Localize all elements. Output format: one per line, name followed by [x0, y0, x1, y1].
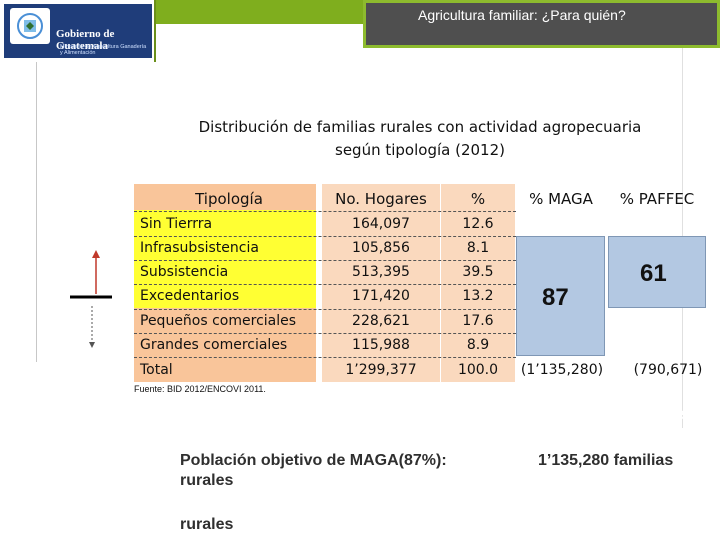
divider-left: [36, 62, 37, 362]
row-pct: 13.2: [462, 288, 494, 304]
row-divider: [134, 284, 516, 285]
row-hogares: 171,420: [352, 288, 410, 304]
objective-line2: rurales: [180, 472, 234, 489]
row-pct: 39.5: [462, 264, 494, 280]
header-pct: %: [470, 190, 486, 208]
row-divider: [134, 333, 516, 334]
row-pct: 8.9: [466, 337, 490, 353]
edge-text: s: [680, 406, 689, 423]
maga-total: (1’135,280): [520, 362, 604, 378]
paffec-box: [608, 236, 706, 308]
row-tipologia: Infrasubsistencia: [140, 240, 259, 256]
row-tipologia: Subsistencia: [140, 264, 229, 280]
coat-of-arms-icon: [10, 8, 50, 44]
logo-gov-text: Gobierno de Guatemala: [56, 28, 115, 52]
maga-box: [516, 236, 605, 356]
row-divider: [134, 357, 516, 358]
row-divider: [134, 260, 516, 261]
row-hogares-total: 1’299,377: [345, 362, 417, 378]
row-pct: 8.1: [466, 240, 490, 256]
header-tipologia: Tipología: [195, 190, 263, 208]
row-tipologia: Pequeños comerciales: [140, 313, 297, 329]
row-tipologia-total: Total: [140, 362, 173, 378]
row-tipologia: Sin Tierrra: [140, 216, 213, 232]
row-hogares: 105,856: [352, 240, 410, 256]
row-divider: [134, 211, 516, 212]
source-note: Fuente: BID 2012/ENCOVI 2011.: [134, 384, 266, 394]
row-hogares: 513,395: [352, 264, 410, 280]
row-tipologia: Grandes comerciales: [140, 337, 288, 353]
maga-percentage: 87: [542, 284, 569, 311]
row-hogares: 228,621: [352, 313, 410, 329]
title-box: [363, 0, 720, 48]
chart-title-line2: según tipología (2012): [335, 141, 505, 159]
logo-ministry-text: Ministerio de Agricultura Ganadería y Al…: [60, 44, 147, 56]
page-title: Agricultura familiar: ¿Para quién?: [418, 7, 626, 23]
row-tipologia: Excedentarios: [140, 288, 240, 304]
table-header-row: Tipología No. Hogares % % MAGA % PAFFEC: [0, 186, 720, 212]
chart-title: Distribución de familias rurales con act…: [150, 116, 690, 162]
pct-column-bg: [441, 184, 515, 382]
chart-title-line1: Distribución de familias rurales con act…: [198, 118, 642, 136]
row-pct-total: 100.0: [457, 362, 499, 378]
row-hogares: 164,097: [352, 216, 410, 232]
hogares-column-bg: [322, 184, 440, 382]
highlight-band: [134, 210, 316, 308]
row-divider: [134, 309, 516, 310]
rurales-repeat: rurales: [180, 516, 234, 533]
table-body: Sin Tierrra 164,097 12.6 Infrasubsistenc…: [0, 212, 720, 382]
header-hogares: No. Hogares: [335, 190, 427, 208]
row-divider: [134, 236, 516, 237]
objective-text: Población objetivo de MAGA(87%): rurales: [180, 451, 447, 491]
row-pct: 17.6: [462, 313, 494, 329]
header-maga: % MAGA: [529, 190, 593, 208]
paffec-percentage: 61: [640, 260, 667, 287]
row-pct: 12.6: [462, 216, 494, 232]
families-count: 1’135,280 familias: [538, 452, 674, 469]
paffec-total: (790,671): [633, 362, 703, 378]
objective-line1: Población objetivo de MAGA(87%):: [180, 452, 447, 469]
row-hogares: 115,988: [352, 337, 410, 353]
government-logo: Gobierno de Guatemala Ministerio de Agri…: [0, 0, 156, 62]
header-paffec: % PAFFEC: [619, 190, 695, 208]
up-down-arrows-icon: [70, 248, 130, 358]
